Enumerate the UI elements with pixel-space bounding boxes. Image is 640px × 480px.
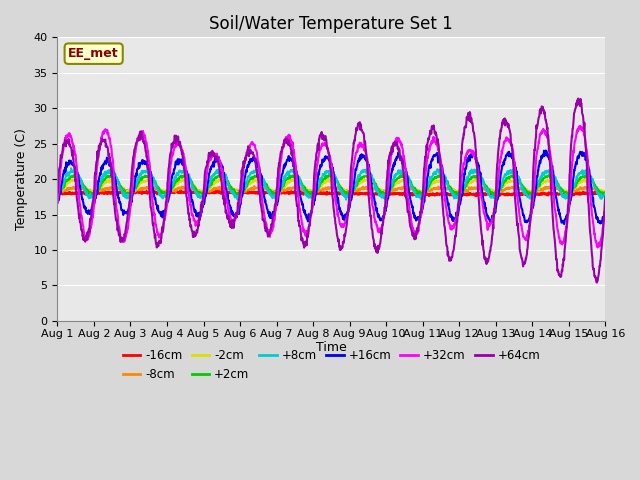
- +16cm: [541, 148, 549, 154]
- -2cm: [537, 182, 545, 188]
- X-axis label: Time: Time: [316, 341, 347, 354]
- Line: -16cm: -16cm: [58, 190, 605, 196]
- +64cm: [593, 280, 601, 286]
- Title: Soil/Water Temperature Set 1: Soil/Water Temperature Set 1: [209, 15, 453, 33]
- Line: +2cm: +2cm: [58, 174, 605, 195]
- +8cm: [537, 175, 545, 181]
- Legend: -16cm, -8cm, -2cm, +2cm, +8cm, +16cm, +32cm, +64cm: -16cm, -8cm, -2cm, +2cm, +8cm, +16cm, +3…: [118, 345, 545, 386]
- +64cm: [417, 209, 424, 215]
- -8cm: [250, 183, 258, 189]
- -16cm: [537, 191, 545, 196]
- +8cm: [602, 194, 609, 200]
- Line: +32cm: +32cm: [58, 126, 605, 247]
- -16cm: [133, 187, 141, 193]
- -2cm: [272, 191, 280, 197]
- Line: +16cm: +16cm: [58, 151, 605, 224]
- -8cm: [92, 191, 99, 196]
- Text: EE_met: EE_met: [68, 47, 119, 60]
- -16cm: [54, 190, 61, 196]
- -8cm: [176, 185, 184, 191]
- +16cm: [175, 156, 183, 162]
- +16cm: [417, 215, 424, 221]
- Line: +64cm: +64cm: [58, 98, 605, 283]
- +2cm: [54, 190, 61, 196]
- -8cm: [163, 189, 170, 195]
- +32cm: [577, 123, 584, 129]
- +64cm: [237, 182, 244, 188]
- +8cm: [176, 169, 184, 175]
- -16cm: [237, 191, 244, 196]
- -16cm: [417, 192, 424, 197]
- +64cm: [175, 139, 183, 145]
- +32cm: [594, 244, 602, 250]
- +8cm: [67, 166, 75, 171]
- -16cm: [176, 189, 184, 195]
- -8cm: [602, 189, 609, 194]
- +8cm: [54, 192, 61, 198]
- +16cm: [162, 206, 170, 212]
- +2cm: [417, 190, 425, 196]
- +8cm: [489, 194, 497, 200]
- -2cm: [175, 179, 183, 184]
- -8cm: [54, 188, 61, 194]
- +16cm: [237, 202, 244, 207]
- -2cm: [54, 191, 61, 196]
- -16cm: [473, 193, 481, 199]
- +32cm: [54, 200, 61, 205]
- -8cm: [417, 190, 425, 195]
- +64cm: [54, 186, 61, 192]
- -8cm: [537, 188, 545, 193]
- +16cm: [536, 160, 544, 166]
- +2cm: [537, 179, 545, 185]
- +64cm: [536, 106, 544, 112]
- Line: -8cm: -8cm: [58, 186, 605, 193]
- +2cm: [489, 191, 497, 196]
- -8cm: [237, 190, 244, 195]
- Line: +8cm: +8cm: [58, 168, 605, 200]
- -8cm: [489, 188, 497, 193]
- +2cm: [398, 171, 406, 177]
- +64cm: [602, 194, 609, 200]
- +64cm: [575, 96, 582, 101]
- Line: -2cm: -2cm: [58, 179, 605, 194]
- +32cm: [175, 141, 183, 147]
- +16cm: [488, 217, 496, 223]
- +2cm: [163, 191, 170, 196]
- +32cm: [536, 132, 544, 138]
- +32cm: [417, 215, 424, 221]
- -2cm: [489, 188, 497, 194]
- +64cm: [162, 199, 170, 205]
- +32cm: [602, 206, 609, 212]
- +2cm: [176, 174, 184, 180]
- +8cm: [237, 190, 244, 196]
- Y-axis label: Temperature (C): Temperature (C): [15, 128, 28, 230]
- +16cm: [561, 221, 568, 227]
- -2cm: [237, 190, 244, 196]
- +2cm: [602, 190, 609, 195]
- -16cm: [602, 190, 609, 196]
- +2cm: [89, 192, 97, 198]
- -2cm: [162, 190, 170, 196]
- -16cm: [489, 192, 497, 197]
- +8cm: [342, 197, 350, 203]
- -2cm: [602, 189, 609, 195]
- +16cm: [602, 208, 609, 214]
- +2cm: [237, 191, 244, 196]
- +32cm: [237, 196, 244, 202]
- +16cm: [54, 200, 61, 206]
- -2cm: [417, 190, 424, 195]
- +64cm: [488, 236, 496, 242]
- +8cm: [163, 193, 170, 199]
- -16cm: [163, 190, 170, 195]
- +32cm: [488, 217, 496, 223]
- -2cm: [473, 176, 481, 181]
- +8cm: [417, 193, 425, 199]
- +32cm: [162, 207, 170, 213]
